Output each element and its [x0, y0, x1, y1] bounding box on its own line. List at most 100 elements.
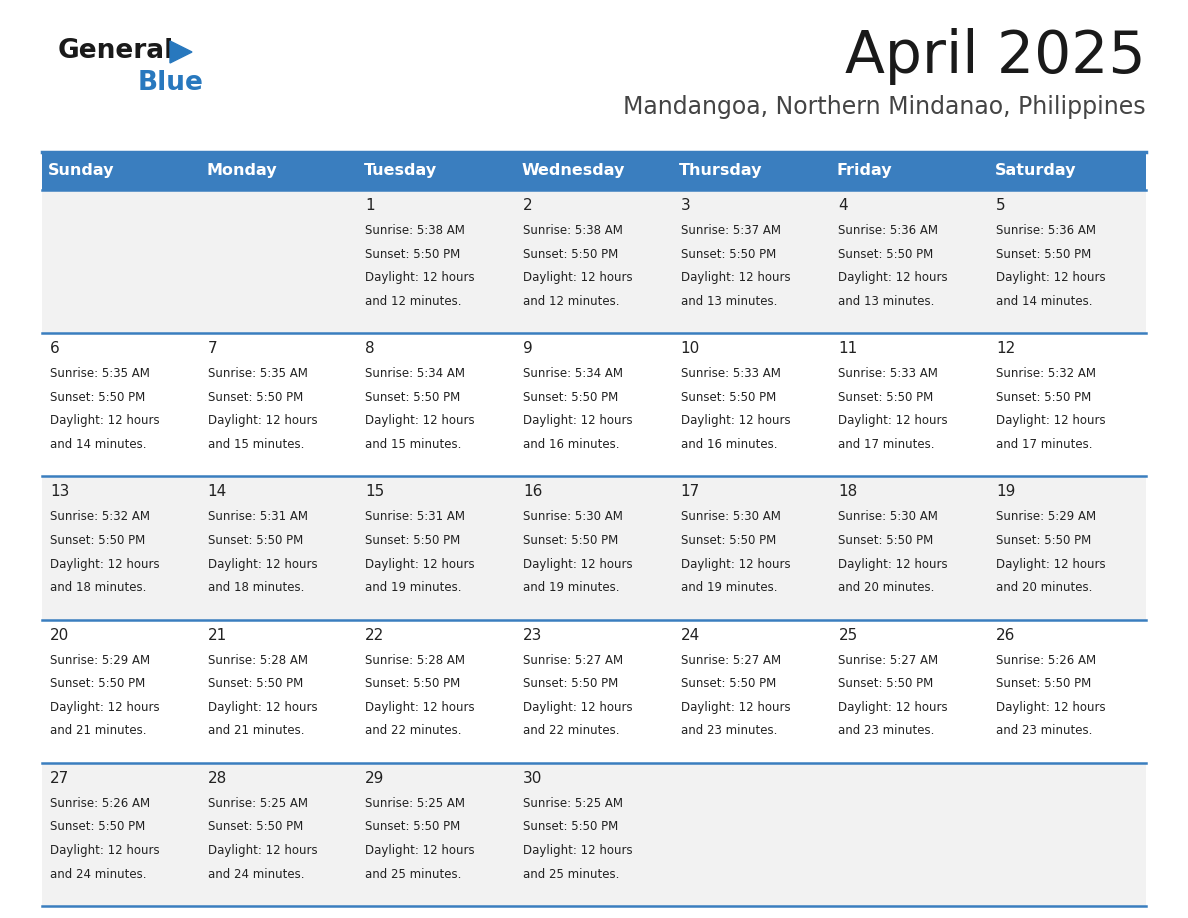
- Text: Daylight: 12 hours: Daylight: 12 hours: [839, 271, 948, 285]
- Text: Daylight: 12 hours: Daylight: 12 hours: [997, 414, 1106, 428]
- Text: 19: 19: [997, 485, 1016, 499]
- Text: Daylight: 12 hours: Daylight: 12 hours: [523, 414, 633, 428]
- Text: 16: 16: [523, 485, 543, 499]
- Text: Sunset: 5:50 PM: Sunset: 5:50 PM: [366, 534, 461, 547]
- Text: Daylight: 12 hours: Daylight: 12 hours: [523, 700, 633, 714]
- Text: Wednesday: Wednesday: [522, 163, 625, 178]
- Text: 3: 3: [681, 198, 690, 213]
- Bar: [42, 476, 1146, 620]
- Bar: [42, 763, 1146, 906]
- Text: Sunset: 5:50 PM: Sunset: 5:50 PM: [208, 391, 303, 404]
- Text: Sunset: 5:50 PM: Sunset: 5:50 PM: [366, 821, 461, 834]
- Text: and 18 minutes.: and 18 minutes.: [50, 581, 146, 594]
- Text: and 16 minutes.: and 16 minutes.: [681, 438, 777, 451]
- Text: General: General: [58, 38, 175, 64]
- Text: 11: 11: [839, 341, 858, 356]
- Text: Daylight: 12 hours: Daylight: 12 hours: [366, 700, 475, 714]
- Text: Daylight: 12 hours: Daylight: 12 hours: [681, 700, 790, 714]
- Text: Blue: Blue: [138, 70, 204, 96]
- Text: Saturday: Saturday: [994, 163, 1076, 178]
- Text: Daylight: 12 hours: Daylight: 12 hours: [839, 557, 948, 571]
- Text: 27: 27: [50, 771, 69, 786]
- Text: and 21 minutes.: and 21 minutes.: [50, 724, 146, 737]
- Text: Sunset: 5:50 PM: Sunset: 5:50 PM: [997, 391, 1092, 404]
- Text: Sunset: 5:50 PM: Sunset: 5:50 PM: [523, 821, 618, 834]
- Text: Monday: Monday: [206, 163, 277, 178]
- Text: Sunrise: 5:38 AM: Sunrise: 5:38 AM: [366, 224, 466, 237]
- Text: Sunday: Sunday: [49, 163, 115, 178]
- Text: Sunrise: 5:33 AM: Sunrise: 5:33 AM: [681, 367, 781, 380]
- Text: Sunset: 5:50 PM: Sunset: 5:50 PM: [681, 391, 776, 404]
- Text: Daylight: 12 hours: Daylight: 12 hours: [997, 271, 1106, 285]
- Text: Sunrise: 5:35 AM: Sunrise: 5:35 AM: [208, 367, 308, 380]
- Text: and 20 minutes.: and 20 minutes.: [839, 581, 935, 594]
- Text: 26: 26: [997, 628, 1016, 643]
- Text: and 21 minutes.: and 21 minutes.: [208, 724, 304, 737]
- Text: Sunset: 5:50 PM: Sunset: 5:50 PM: [839, 534, 934, 547]
- Text: and 17 minutes.: and 17 minutes.: [997, 438, 1093, 451]
- Text: Sunrise: 5:38 AM: Sunrise: 5:38 AM: [523, 224, 623, 237]
- Text: Sunset: 5:50 PM: Sunset: 5:50 PM: [681, 677, 776, 690]
- Text: Sunset: 5:50 PM: Sunset: 5:50 PM: [366, 248, 461, 261]
- Text: and 17 minutes.: and 17 minutes.: [839, 438, 935, 451]
- Text: Sunrise: 5:29 AM: Sunrise: 5:29 AM: [50, 654, 150, 666]
- Bar: [42, 620, 1146, 763]
- Text: 5: 5: [997, 198, 1006, 213]
- Text: 24: 24: [681, 628, 700, 643]
- Text: Daylight: 12 hours: Daylight: 12 hours: [366, 557, 475, 571]
- Text: Sunset: 5:50 PM: Sunset: 5:50 PM: [366, 677, 461, 690]
- Text: Sunset: 5:50 PM: Sunset: 5:50 PM: [208, 534, 303, 547]
- Text: Sunset: 5:50 PM: Sunset: 5:50 PM: [997, 534, 1092, 547]
- Text: and 25 minutes.: and 25 minutes.: [366, 868, 462, 880]
- Text: and 18 minutes.: and 18 minutes.: [208, 581, 304, 594]
- Text: and 20 minutes.: and 20 minutes.: [997, 581, 1093, 594]
- Text: 18: 18: [839, 485, 858, 499]
- Text: Sunrise: 5:36 AM: Sunrise: 5:36 AM: [997, 224, 1097, 237]
- Text: 13: 13: [50, 485, 69, 499]
- Text: Sunrise: 5:30 AM: Sunrise: 5:30 AM: [839, 510, 939, 523]
- Text: Daylight: 12 hours: Daylight: 12 hours: [523, 271, 633, 285]
- Text: Sunset: 5:50 PM: Sunset: 5:50 PM: [50, 677, 145, 690]
- Text: Sunset: 5:50 PM: Sunset: 5:50 PM: [208, 677, 303, 690]
- Text: Sunset: 5:50 PM: Sunset: 5:50 PM: [50, 534, 145, 547]
- Text: Sunrise: 5:25 AM: Sunrise: 5:25 AM: [366, 797, 466, 810]
- Text: Daylight: 12 hours: Daylight: 12 hours: [50, 700, 159, 714]
- Text: and 19 minutes.: and 19 minutes.: [681, 581, 777, 594]
- Text: and 24 minutes.: and 24 minutes.: [50, 868, 146, 880]
- Text: and 13 minutes.: and 13 minutes.: [681, 295, 777, 308]
- Text: and 23 minutes.: and 23 minutes.: [839, 724, 935, 737]
- Text: Daylight: 12 hours: Daylight: 12 hours: [997, 700, 1106, 714]
- Text: Sunset: 5:50 PM: Sunset: 5:50 PM: [997, 677, 1092, 690]
- Text: Sunset: 5:50 PM: Sunset: 5:50 PM: [523, 677, 618, 690]
- Text: Daylight: 12 hours: Daylight: 12 hours: [208, 557, 317, 571]
- Text: 21: 21: [208, 628, 227, 643]
- Text: Daylight: 12 hours: Daylight: 12 hours: [366, 414, 475, 428]
- Text: Sunrise: 5:26 AM: Sunrise: 5:26 AM: [997, 654, 1097, 666]
- Text: Sunrise: 5:34 AM: Sunrise: 5:34 AM: [523, 367, 623, 380]
- Text: Sunset: 5:50 PM: Sunset: 5:50 PM: [997, 248, 1092, 261]
- Text: and 15 minutes.: and 15 minutes.: [366, 438, 462, 451]
- Text: 10: 10: [681, 341, 700, 356]
- Text: 28: 28: [208, 771, 227, 786]
- Text: 8: 8: [366, 341, 375, 356]
- Text: 4: 4: [839, 198, 848, 213]
- Text: 12: 12: [997, 341, 1016, 356]
- Text: 23: 23: [523, 628, 543, 643]
- Text: 30: 30: [523, 771, 543, 786]
- Text: Daylight: 12 hours: Daylight: 12 hours: [997, 557, 1106, 571]
- Text: and 25 minutes.: and 25 minutes.: [523, 868, 619, 880]
- Text: and 22 minutes.: and 22 minutes.: [523, 724, 619, 737]
- Text: 22: 22: [366, 628, 385, 643]
- Text: and 14 minutes.: and 14 minutes.: [50, 438, 146, 451]
- Text: and 12 minutes.: and 12 minutes.: [366, 295, 462, 308]
- Text: 17: 17: [681, 485, 700, 499]
- Text: 1: 1: [366, 198, 375, 213]
- Text: Daylight: 12 hours: Daylight: 12 hours: [208, 700, 317, 714]
- Text: 15: 15: [366, 485, 385, 499]
- Text: Sunset: 5:50 PM: Sunset: 5:50 PM: [50, 821, 145, 834]
- Text: Mandangoa, Northern Mindanao, Philippines: Mandangoa, Northern Mindanao, Philippine…: [624, 95, 1146, 119]
- Text: Sunset: 5:50 PM: Sunset: 5:50 PM: [839, 677, 934, 690]
- Text: Sunrise: 5:27 AM: Sunrise: 5:27 AM: [681, 654, 781, 666]
- Text: Sunrise: 5:30 AM: Sunrise: 5:30 AM: [523, 510, 623, 523]
- Text: Sunrise: 5:27 AM: Sunrise: 5:27 AM: [839, 654, 939, 666]
